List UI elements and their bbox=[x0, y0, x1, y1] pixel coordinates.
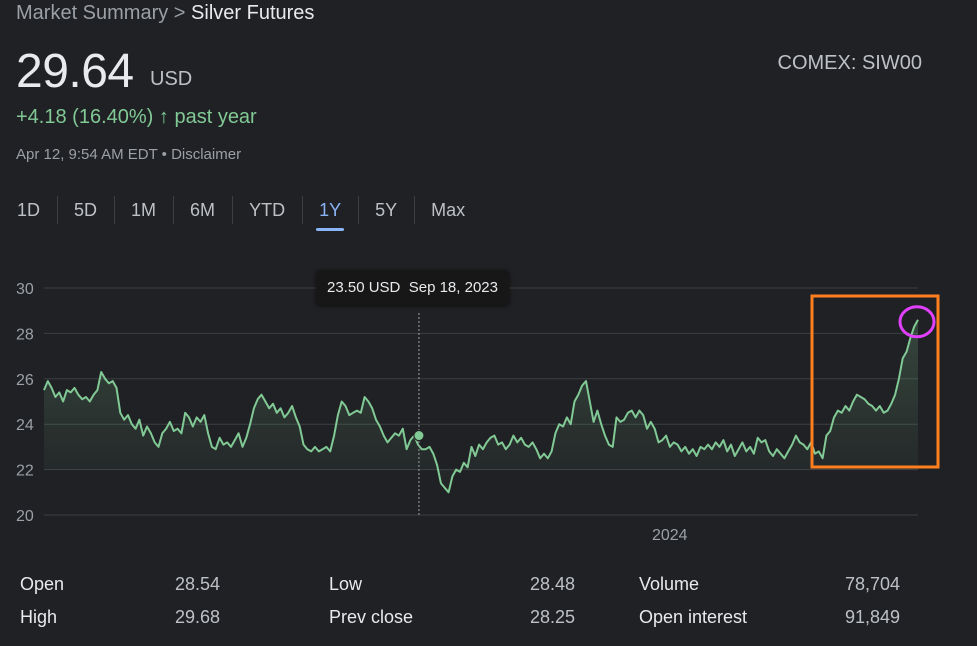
highlight-box bbox=[810, 294, 940, 469]
highlight-circle bbox=[898, 305, 936, 339]
y-tick-label: 26 bbox=[16, 372, 34, 389]
series-area bbox=[44, 319, 918, 493]
change-value: +4.18 (16.40%) bbox=[16, 106, 154, 128]
hover-point bbox=[413, 430, 425, 442]
price-change: +4.18 (16.40%) ↑ past year bbox=[16, 106, 257, 129]
y-tick-label: 28 bbox=[16, 326, 34, 343]
stat-value-open: 28.54 bbox=[174, 574, 220, 594]
stat-label-open: Open bbox=[20, 574, 65, 594]
range-tab-6m[interactable]: 6M bbox=[173, 192, 232, 228]
timestamp-bullet: • bbox=[157, 146, 172, 163]
range-tab-5y[interactable]: 5Y bbox=[358, 192, 414, 228]
breadcrumb-root[interactable]: Market Summary bbox=[16, 2, 169, 24]
series-line bbox=[43, 319, 919, 494]
stat-value-open-interest: 91,849 bbox=[844, 607, 900, 627]
stat-label-prev-close: Prev close bbox=[329, 607, 414, 627]
stat-label-high: High bbox=[20, 607, 58, 627]
range-tab-1m[interactable]: 1M bbox=[114, 192, 173, 228]
range-selector: 1D 5D 1M 6M YTD 1Y 5Y Max bbox=[0, 192, 482, 232]
tooltip-date: Sep 18, 2023 bbox=[408, 279, 498, 296]
range-tab-ytd[interactable]: YTD bbox=[232, 192, 302, 228]
stat-label-low: Low bbox=[329, 574, 363, 594]
chart-tooltip: 23.50 USD Sep 18, 2023 bbox=[316, 270, 509, 305]
x-tick-label: 2024 bbox=[652, 527, 688, 544]
stat-value-high: 29.68 bbox=[174, 607, 220, 627]
change-period: past year bbox=[174, 106, 257, 128]
y-tick-label: 30 bbox=[16, 281, 34, 298]
arrow-up-icon: ↑ bbox=[158, 106, 169, 128]
y-tick-label: 20 bbox=[16, 508, 34, 525]
breadcrumb: Market Summary > Silver Futures bbox=[16, 2, 314, 25]
stat-label-volume: Volume bbox=[639, 574, 700, 594]
y-tick-label: 24 bbox=[16, 417, 34, 434]
tooltip-price: 23.50 USD bbox=[327, 279, 401, 296]
stat-label-open-interest: Open interest bbox=[639, 607, 748, 627]
timestamp-text: Apr 12, 9:54 AM EDT bbox=[16, 146, 158, 163]
stat-value-volume: 78,704 bbox=[844, 574, 900, 594]
range-tab-1y[interactable]: 1Y bbox=[302, 192, 358, 231]
range-tab-1d[interactable]: 1D bbox=[17, 200, 41, 220]
breadcrumb-separator: > bbox=[168, 2, 192, 24]
stat-value-low: 28.48 bbox=[529, 574, 575, 594]
range-tab-5d[interactable]: 5D bbox=[57, 192, 114, 228]
exchange-ticker: COMEX: SIW00 bbox=[777, 52, 922, 74]
disclaimer-link[interactable]: Disclaimer bbox=[171, 146, 242, 163]
stat-value-prev-close: 28.25 bbox=[529, 607, 575, 627]
y-tick-label: 22 bbox=[16, 463, 34, 480]
range-tab-max[interactable]: Max bbox=[414, 192, 482, 228]
current-price: 29.64 bbox=[16, 45, 134, 98]
currency-label: USD bbox=[150, 68, 193, 90]
breadcrumb-current: Silver Futures bbox=[191, 2, 315, 24]
quote-timestamp: Apr 12, 9:54 AM EDT • Disclaimer bbox=[16, 146, 241, 163]
